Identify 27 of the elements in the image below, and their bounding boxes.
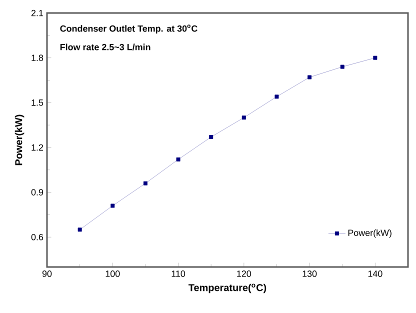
- y-tick-label: 0.6: [31, 234, 44, 240]
- x-tick-label: 90: [42, 270, 52, 277]
- point: [110, 204, 115, 208]
- annotation: Flow rate 2.5~3 L/min: [60, 44, 150, 50]
- y-tick-label: 2.1: [31, 10, 44, 16]
- point: [308, 75, 312, 80]
- y-tick-label: 1.8: [32, 54, 44, 62]
- point: [209, 135, 214, 140]
- point: [340, 64, 344, 69]
- annotation: Condenser Outlet Temp. at 30$^{o}$C: [60, 24, 198, 34]
- x-tick-label: 110: [172, 270, 186, 277]
- y-tick-label: 1.2: [32, 144, 44, 151]
- legend-label: Power(kW): [348, 229, 392, 238]
- point: [143, 181, 148, 186]
- point: [274, 94, 279, 99]
- y-axis-title: Power(kW): [14, 114, 24, 166]
- point: [373, 56, 378, 60]
- x-tick-label: 140: [368, 270, 382, 277]
- x-tick-label: 120: [237, 270, 252, 277]
- y-tick-label: 1.5: [32, 100, 44, 106]
- point: [242, 116, 246, 120]
- x-tick-label: 100: [106, 270, 120, 277]
- point: [78, 228, 82, 232]
- point: [176, 157, 180, 162]
- x-tick-label: 130: [302, 270, 317, 277]
- y-tick-label: 0.9: [31, 189, 44, 196]
- x-axis-title: Temperature($^{o}$C): [188, 284, 266, 294]
